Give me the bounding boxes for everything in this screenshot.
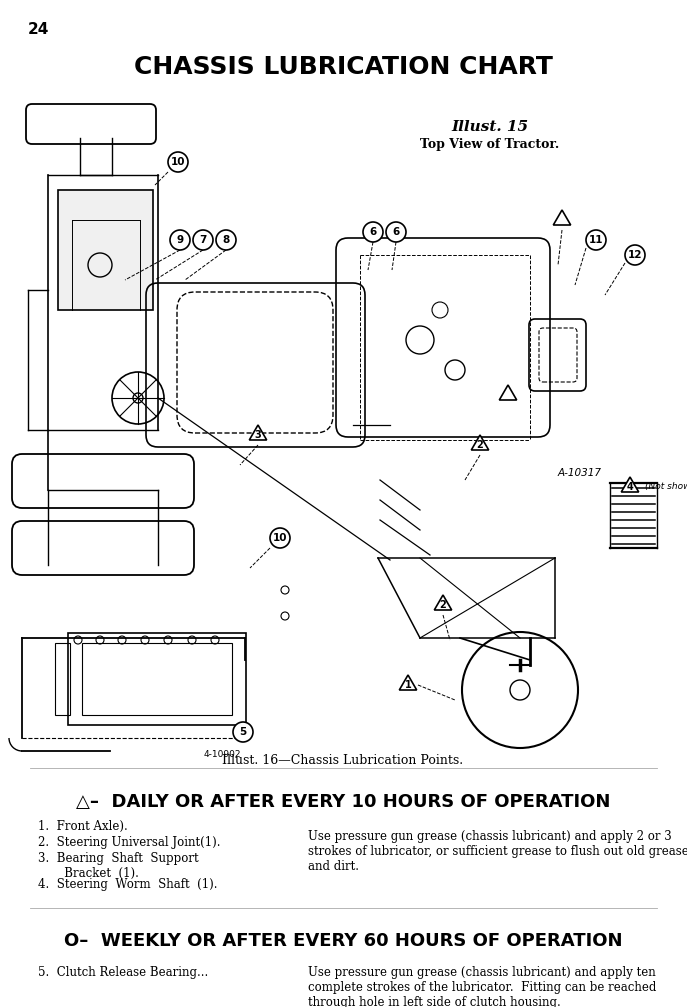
Circle shape xyxy=(133,393,143,403)
Text: 5.  Clutch Release Bearing...: 5. Clutch Release Bearing... xyxy=(38,966,208,979)
Text: △–  DAILY OR AFTER EVERY 10 HOURS OF OPERATION: △– DAILY OR AFTER EVERY 10 HOURS OF OPER… xyxy=(76,793,610,811)
Text: 4: 4 xyxy=(627,482,633,492)
Text: 2.  Steering Universal Joint(1).: 2. Steering Universal Joint(1). xyxy=(38,836,221,849)
Bar xyxy=(58,190,153,310)
Text: 11: 11 xyxy=(589,235,603,245)
Circle shape xyxy=(233,722,253,742)
Text: Illust. 16—Chassis Lubrication Points.: Illust. 16—Chassis Lubrication Points. xyxy=(223,754,464,767)
Text: 8: 8 xyxy=(223,235,229,245)
Text: CHASSIS LUBRICATION CHART: CHASSIS LUBRICATION CHART xyxy=(133,55,552,79)
Text: Use pressure gun grease (chassis lubricant) and apply 2 or 3
strokes of lubricat: Use pressure gun grease (chassis lubrica… xyxy=(308,830,687,873)
Text: 9: 9 xyxy=(177,235,183,245)
Text: 6: 6 xyxy=(370,227,376,237)
Polygon shape xyxy=(249,425,267,440)
Text: 10: 10 xyxy=(171,157,185,167)
Bar xyxy=(55,643,70,715)
Circle shape xyxy=(386,222,406,242)
Circle shape xyxy=(168,152,188,172)
Text: O–  WEEKLY OR AFTER EVERY 60 HOURS OF OPERATION: O– WEEKLY OR AFTER EVERY 60 HOURS OF OPE… xyxy=(64,932,622,950)
Text: Illust. 15: Illust. 15 xyxy=(451,120,528,134)
Circle shape xyxy=(625,245,645,265)
Polygon shape xyxy=(553,210,571,225)
Bar xyxy=(68,633,246,725)
Text: 7: 7 xyxy=(199,235,207,245)
Text: Use pressure gun grease (chassis lubricant) and apply ten
complete strokes of th: Use pressure gun grease (chassis lubrica… xyxy=(308,966,656,1007)
Bar xyxy=(82,643,232,715)
Text: 3: 3 xyxy=(255,430,261,440)
Circle shape xyxy=(363,222,383,242)
Text: 2: 2 xyxy=(440,600,447,610)
Circle shape xyxy=(88,253,112,277)
Text: 3.  Bearing  Shaft  Support
       Bracket  (1).: 3. Bearing Shaft Support Bracket (1). xyxy=(38,852,199,880)
Text: 10: 10 xyxy=(273,533,287,543)
Text: 1: 1 xyxy=(405,680,412,690)
Text: A-10317: A-10317 xyxy=(558,468,602,478)
Text: Top View of Tractor.: Top View of Tractor. xyxy=(420,138,560,151)
Polygon shape xyxy=(499,385,517,400)
Polygon shape xyxy=(399,675,417,690)
Polygon shape xyxy=(621,477,639,492)
Circle shape xyxy=(270,528,290,548)
Text: 12: 12 xyxy=(628,250,642,260)
Text: 1.  Front Axle).: 1. Front Axle). xyxy=(38,820,128,833)
Circle shape xyxy=(586,230,606,250)
Text: 4-10902: 4-10902 xyxy=(203,750,240,759)
Text: (Not shown): (Not shown) xyxy=(645,482,687,491)
Circle shape xyxy=(193,230,213,250)
Circle shape xyxy=(216,230,236,250)
Text: 4.  Steering  Worm  Shaft  (1).: 4. Steering Worm Shaft (1). xyxy=(38,878,218,891)
Polygon shape xyxy=(471,435,488,450)
Polygon shape xyxy=(434,595,451,610)
Circle shape xyxy=(170,230,190,250)
Text: 2: 2 xyxy=(477,440,484,450)
Text: 5: 5 xyxy=(239,727,247,737)
Text: 24: 24 xyxy=(28,22,49,37)
Text: 6: 6 xyxy=(392,227,400,237)
